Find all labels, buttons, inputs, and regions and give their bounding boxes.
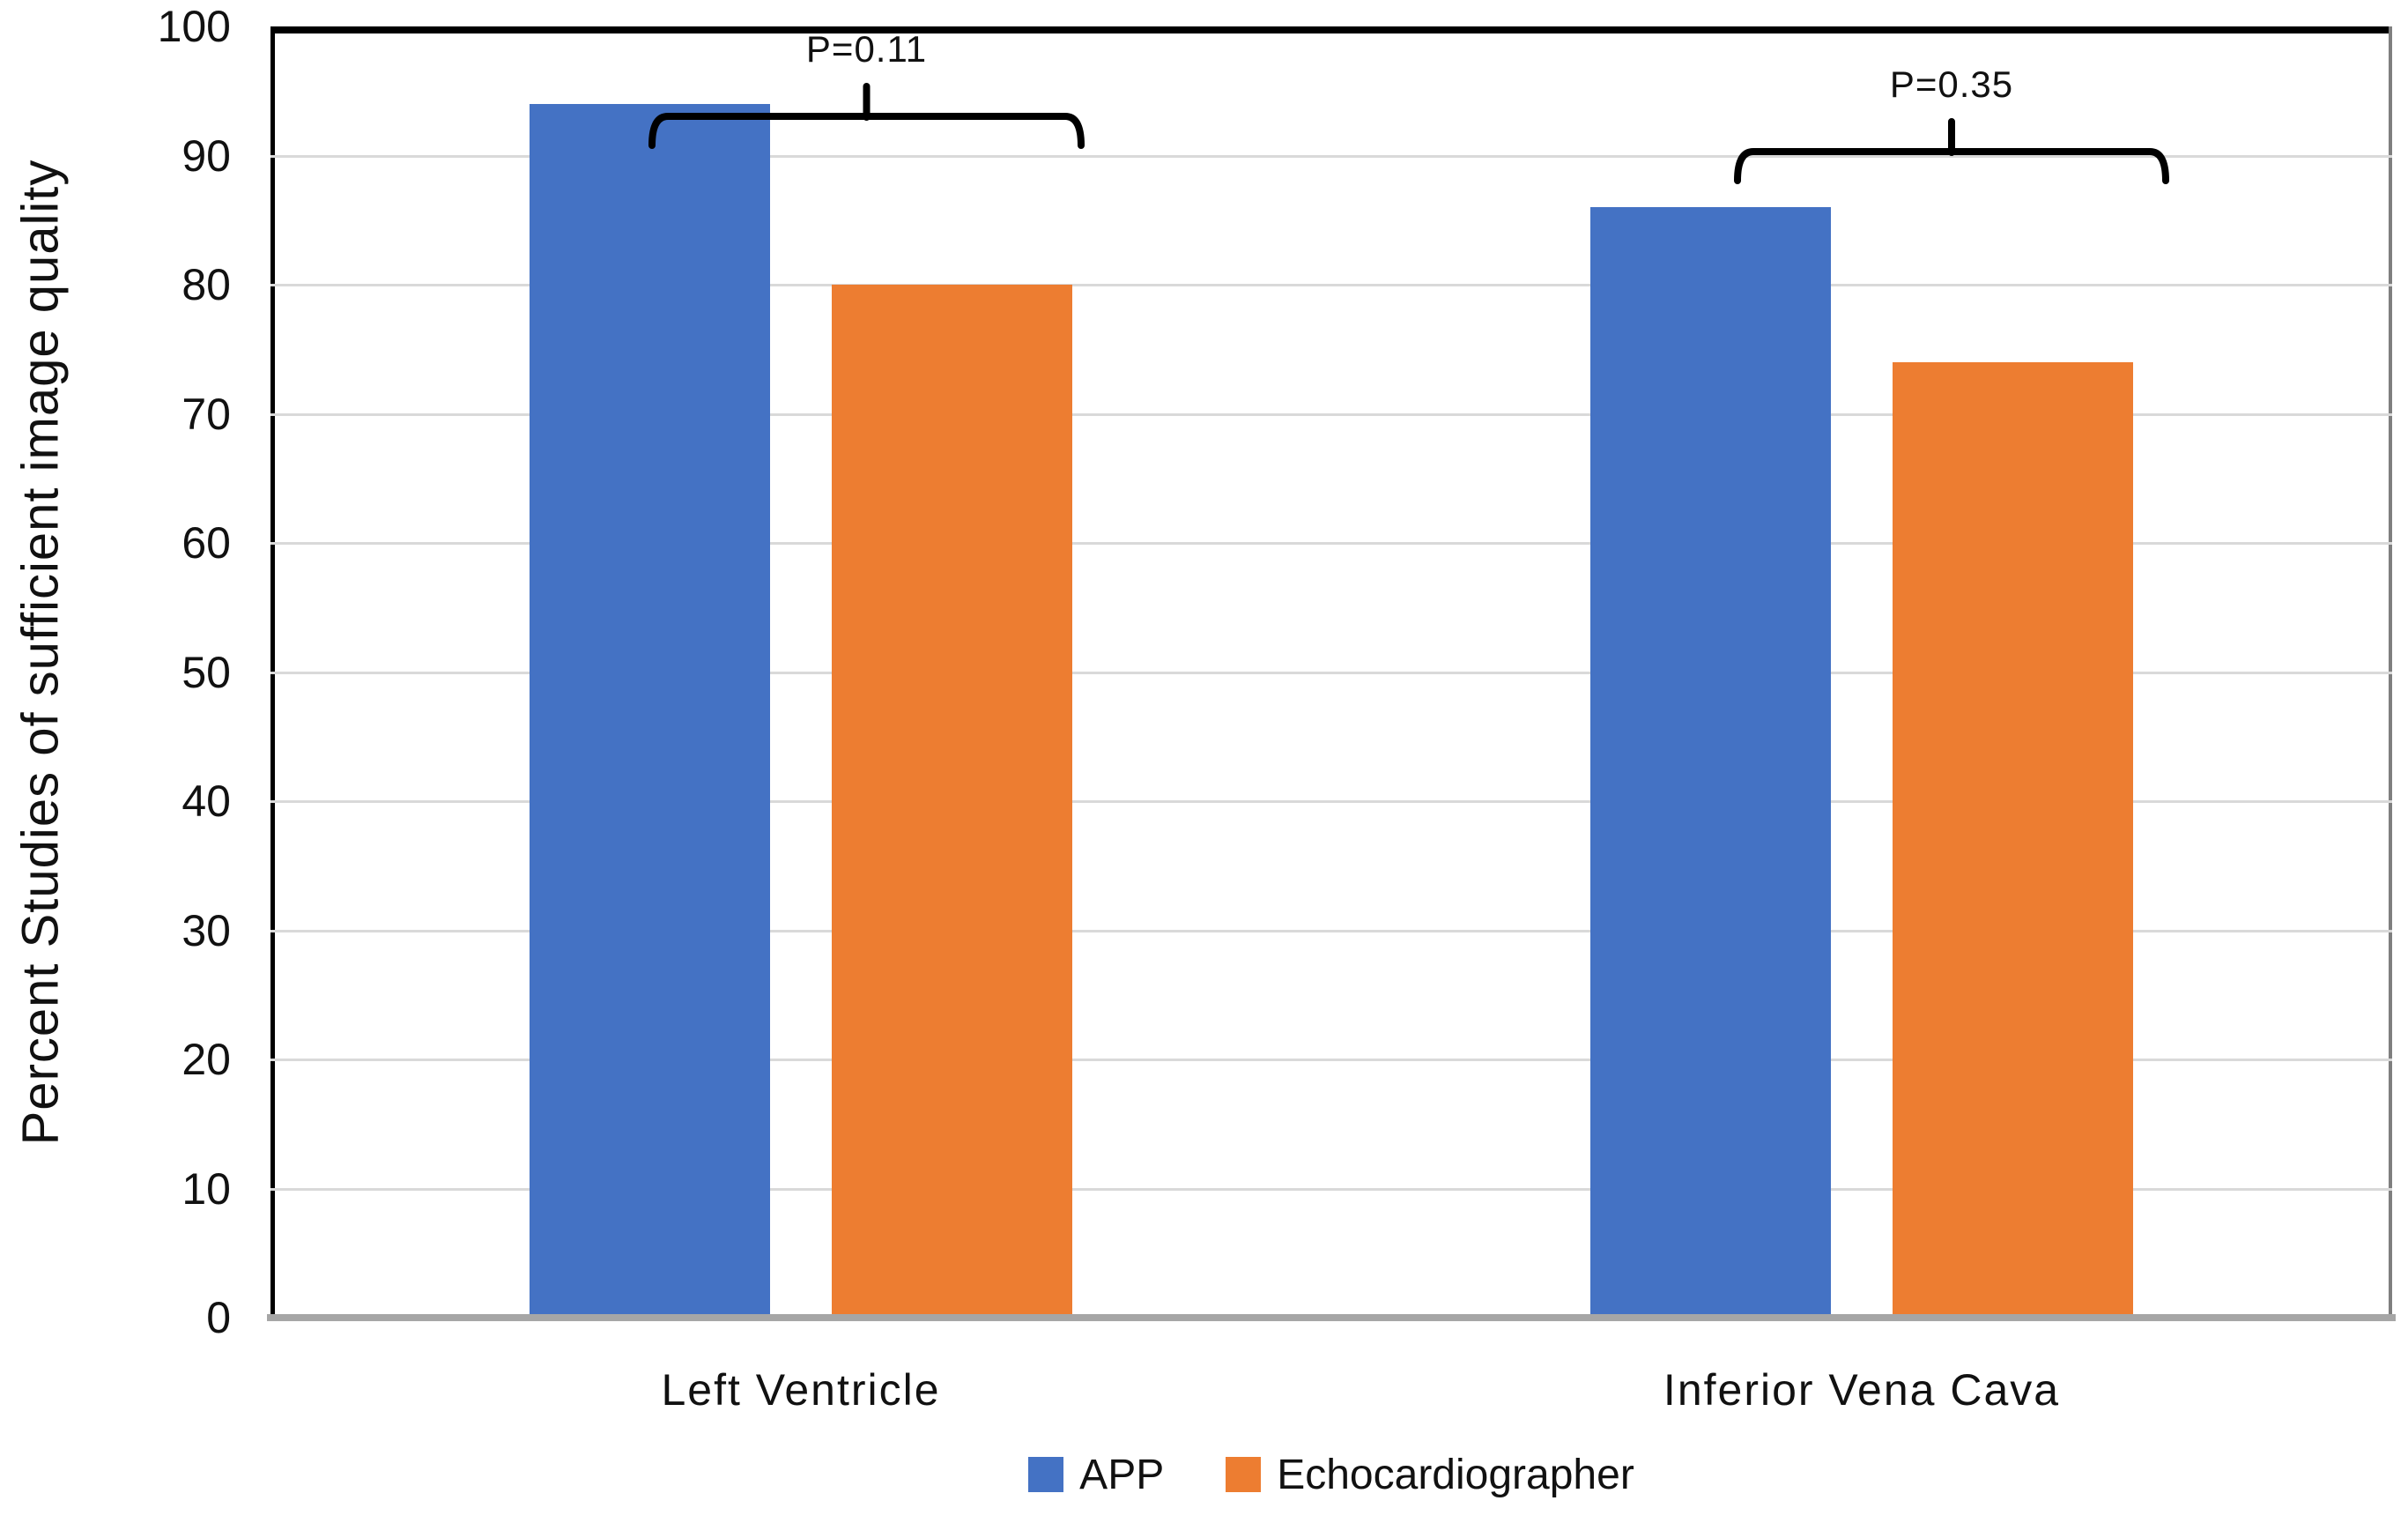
legend-swatch-echocardiographer: [1226, 1457, 1262, 1492]
x-category-label-inferior-vena-cava: Inferior Vena Cava: [1663, 1365, 2061, 1415]
gridline-20: [270, 1059, 2392, 1061]
plot-area: [270, 26, 2392, 1318]
gridline-70: [270, 412, 2392, 416]
y-tick-label-30: 30: [182, 905, 231, 955]
y-tick-label-80: 80: [182, 260, 231, 309]
y-tick-label-20: 20: [182, 1035, 231, 1084]
bar-echocardiographer-left-ventricle: [832, 285, 1072, 1318]
legend-swatch-app: [1028, 1457, 1064, 1492]
x-axis-baseline: [267, 1314, 2396, 1321]
gridline-40: [270, 800, 2392, 803]
gridline-10: [270, 1187, 2392, 1191]
legend-label-echocardiographer: Echocardiographer: [1277, 1451, 1634, 1498]
gridline-30: [270, 929, 2392, 932]
y-tick-label-40: 40: [182, 776, 231, 826]
gridline-50: [270, 671, 2392, 674]
gridline-90: [270, 154, 2392, 158]
y-tick-label-0: 0: [206, 1293, 231, 1342]
legend-label-app: APP: [1079, 1451, 1165, 1498]
y-axis-tick-labels: 0 10 20 30 40 50 60 70 80 90 100: [0, 0, 231, 1523]
bar-echocardiographer-inferior-vena-cava: [1893, 361, 2133, 1318]
y-tick-label-60: 60: [182, 518, 231, 568]
gridline-80: [270, 284, 2392, 286]
gridline-60: [270, 542, 2392, 545]
legend-item-app: APP: [1028, 1451, 1164, 1499]
y-tick-label-70: 70: [182, 389, 231, 439]
legend-item-echocardiographer: Echocardiographer: [1226, 1451, 1634, 1499]
y-tick-label-90: 90: [182, 130, 231, 181]
y-tick-label-100: 100: [157, 2, 231, 51]
plot-border-top: [270, 26, 2392, 33]
bar-app-inferior-vena-cava: [1590, 207, 1831, 1318]
bar-app-left-ventricle: [530, 103, 770, 1318]
y-tick-label-10: 10: [182, 1163, 231, 1214]
y-tick-label-50: 50: [182, 647, 231, 697]
chart-legend: APP Echocardiographer: [270, 1444, 2392, 1505]
x-category-label-left-ventricle: Left Ventricle: [661, 1365, 941, 1415]
